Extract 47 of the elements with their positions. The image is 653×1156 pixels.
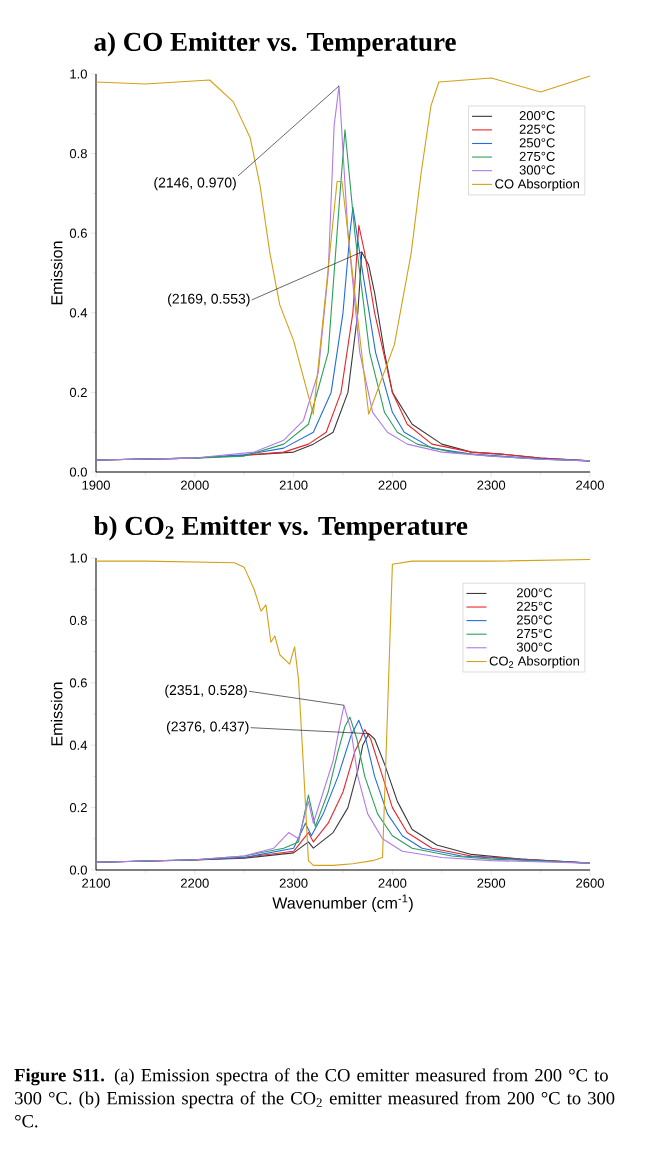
x-tick-label: 2400 [576, 480, 604, 490]
legend-label: 200°C [516, 588, 553, 598]
legend-label: 300°C [519, 165, 555, 175]
x-tick-label: 2400 [378, 878, 407, 888]
x-tick-label: 2000 [181, 480, 209, 490]
y-tick-label: 0.6 [69, 228, 87, 238]
x-tick-label: 2500 [477, 878, 506, 888]
x-tick-label: 2100 [279, 480, 308, 490]
y-tick-label: 0.2 [69, 387, 87, 398]
x-tick-label: 1900 [82, 480, 110, 490]
chart-title: a) CO Emitter vs. Temperature [94, 31, 456, 57]
legend-label: CO$_{2}$ Absorption [489, 656, 580, 669]
x-tick-label: 2600 [576, 878, 604, 888]
legend-label: 275°C [519, 151, 555, 161]
text: Figure S11. (a) Emission spectra of the CO emitter measured from 200 °C to 300 °C. (b) Emission spectra of the CO$_{2}$ emitter measured from 200 °C to 300 °C. [14, 1068, 615, 1128]
legend-label: CO Absorption [495, 178, 579, 192]
y-tick-label: 0.4 [69, 740, 88, 750]
legend-label: 250°C [519, 138, 555, 148]
y-axis-title: Emission [50, 241, 63, 305]
y-tick-label: 1.0 [70, 553, 87, 563]
y-tick-label: 0.8 [69, 615, 87, 626]
x-tick-label: 2100 [82, 878, 110, 888]
legend-label: 300°C [516, 642, 553, 652]
x-tick-label: 2200 [378, 480, 407, 490]
y-tick-label: 0.0 [69, 467, 87, 477]
annotation: (2376, 0.437) [166, 721, 249, 735]
legend-label: 225°C [516, 601, 553, 611]
legend-label: 275°C [516, 628, 553, 639]
y-tick-label: 0.2 [69, 803, 87, 813]
y-tick-label: 0.6 [69, 678, 87, 688]
legend-label: 200°C [519, 111, 555, 121]
x-tick-label: 2300 [477, 480, 506, 490]
y-tick-label: 0.4 [69, 308, 88, 318]
x-tick-label: 2200 [181, 878, 209, 888]
x-tick-label: 2300 [279, 878, 308, 888]
annotation: (2169, 0.553) [168, 293, 250, 307]
annotation: (2351, 0.528) [165, 684, 247, 698]
line-series [95, 559, 591, 866]
legend-label: 225°C [519, 124, 555, 134]
y-tick-label: 1.0 [70, 69, 87, 79]
y-axis-title: Emission [50, 682, 63, 746]
y-tick-label: 0.8 [69, 149, 87, 159]
legend-label: 250°C [516, 615, 553, 625]
chart-title: b) CO$_{2}$ Emitter vs. Temperature [93, 515, 468, 541]
x-axis-title: Wavenumber (cm$^{-1}$) [272, 894, 413, 912]
annotation: (2146, 0.970) [154, 177, 236, 191]
y-tick-label: 0.0 [69, 865, 87, 875]
